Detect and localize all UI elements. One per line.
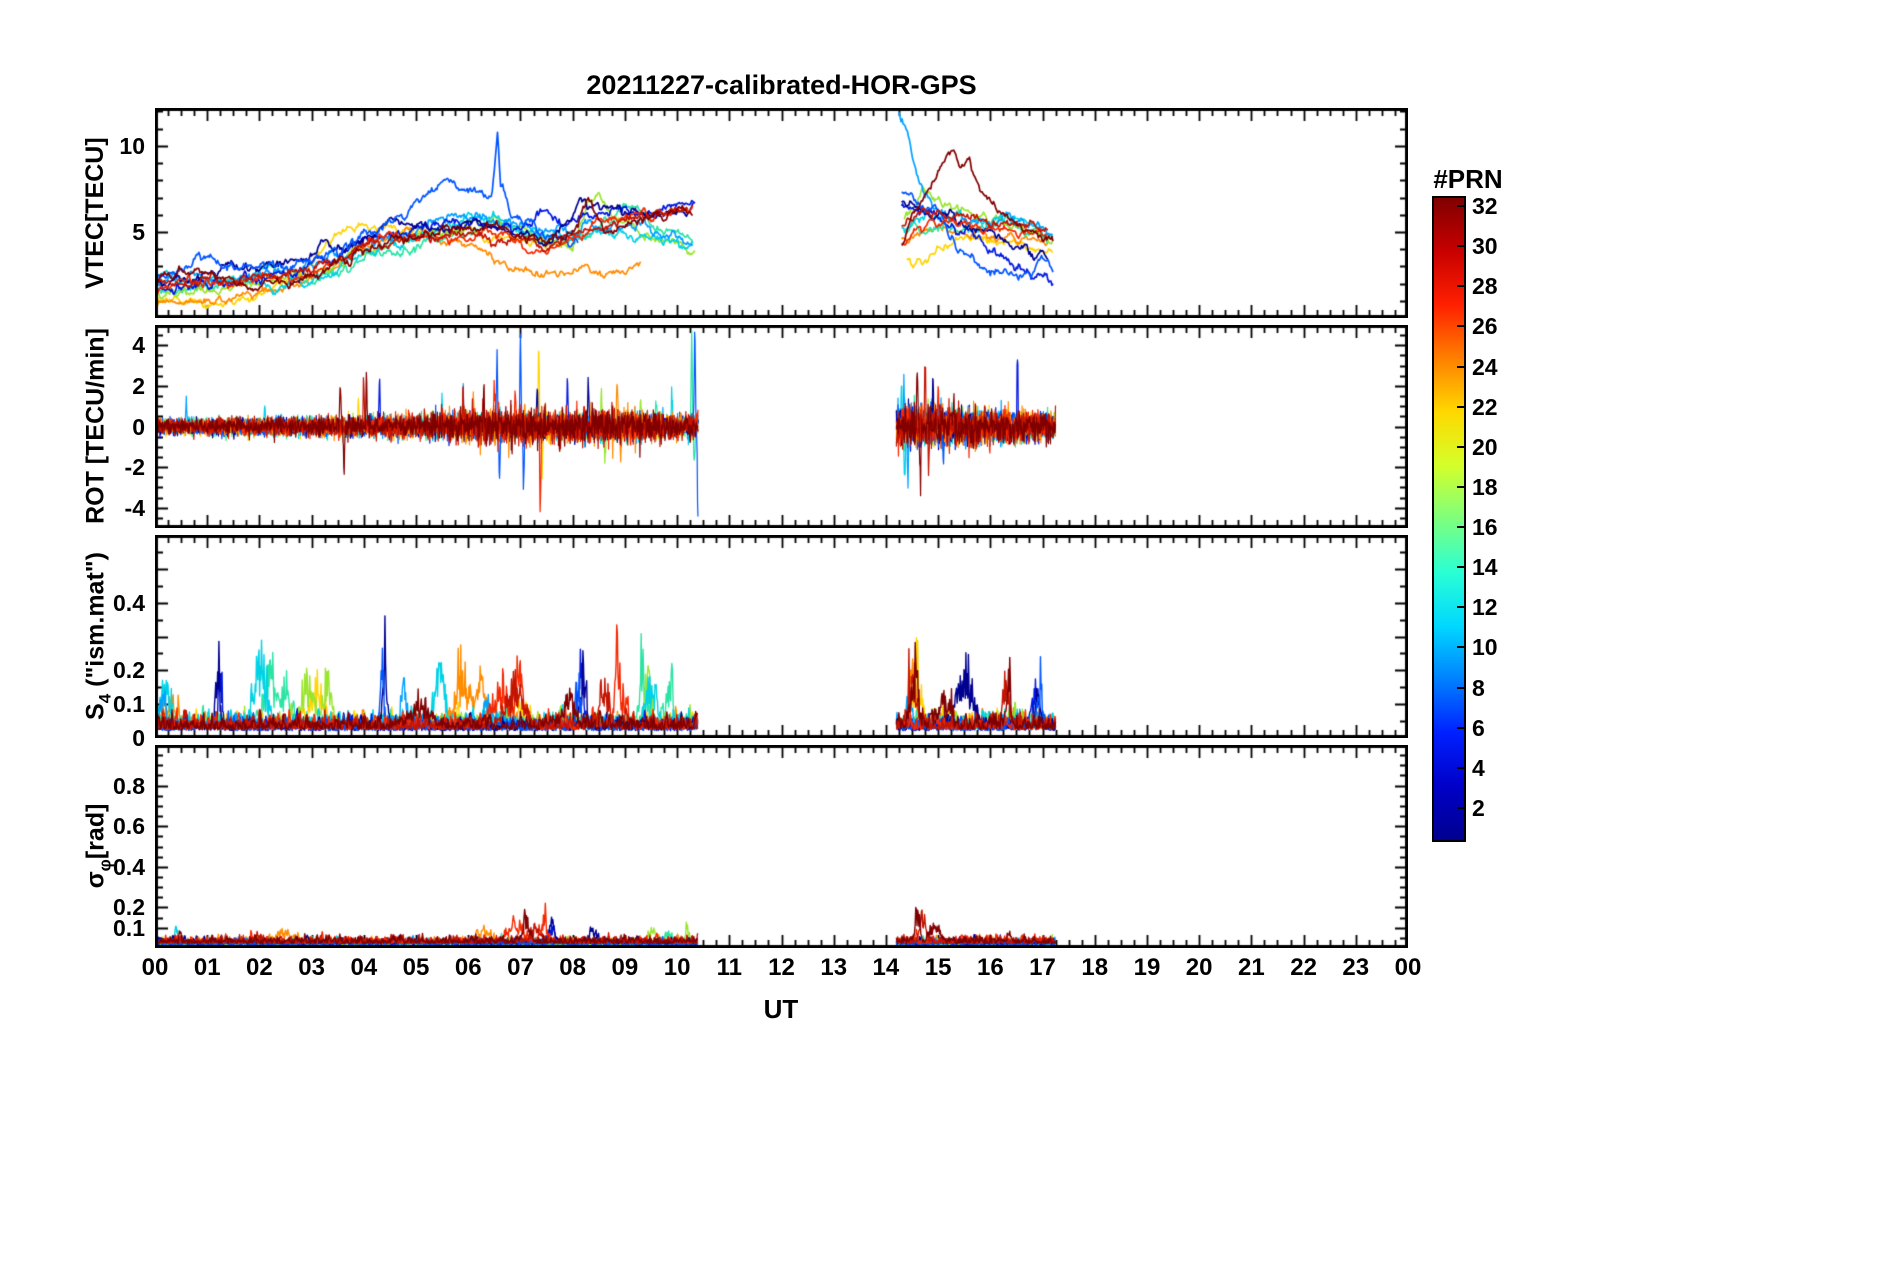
y-axis-label-vtec-text: VTEC[TECU] [81, 137, 109, 289]
rot-panel-canvas [155, 325, 1408, 528]
colorbar-tick [1457, 606, 1464, 609]
y-tick-label-rot: 0 [132, 413, 145, 440]
colorbar-tick [1457, 485, 1464, 488]
colorbar-tick-label: 2 [1472, 794, 1485, 821]
colorbar-tick [1457, 686, 1464, 689]
y-tick-label-vtec: 10 [119, 132, 145, 159]
x-tick-label: 21 [1238, 954, 1265, 981]
colorbar-tick [1457, 566, 1464, 569]
colorbar-tick-label: 12 [1472, 594, 1498, 621]
x-tick-label: 11 [716, 954, 742, 981]
x-tick-label: 23 [1342, 954, 1370, 981]
y-tick-label-s4: 0.1 [113, 691, 145, 718]
colorbar-tick [1457, 526, 1464, 529]
x-tick-label: 20 [1185, 954, 1213, 981]
colorbar-tick [1457, 445, 1464, 448]
colorbar-tick [1457, 245, 1464, 248]
colorbar-tick-label: 22 [1472, 393, 1498, 420]
y-tick-label-s4: 0.4 [113, 589, 145, 616]
y-tick-label-s4: 0.2 [113, 657, 145, 684]
colorbar-tick [1457, 325, 1464, 328]
x-tick-label: 14 [872, 954, 900, 981]
s4-panel-canvas [155, 535, 1408, 738]
x-tick-label: 16 [976, 954, 1004, 981]
colorbar-tick [1457, 806, 1464, 809]
colorbar-tick-label: 30 [1472, 233, 1498, 260]
x-tick-label: 04 [350, 954, 378, 981]
x-tick-label: 13 [820, 954, 848, 981]
colorbar-tick [1457, 205, 1464, 208]
colorbar-tick [1457, 405, 1464, 408]
y-tick-label-sigma: 0.6 [113, 813, 145, 840]
colorbar-tick-label: 26 [1472, 313, 1498, 340]
colorbar-title: #PRN [1433, 164, 1503, 194]
colorbar-tick-label: 10 [1472, 634, 1498, 661]
colorbar-tick [1457, 726, 1464, 729]
x-tick-label: 10 [663, 954, 691, 981]
chart-title: 20211227-calibrated-HOR-GPS [586, 70, 977, 100]
x-tick-label: 01 [193, 954, 221, 981]
y-tick-label-s4: 0 [132, 725, 145, 751]
x-tick-label: 22 [1290, 954, 1317, 981]
colorbar-tick-label: 4 [1472, 754, 1485, 781]
x-axis-label: UT [763, 994, 799, 1024]
y-tick-label-vtec: 5 [132, 218, 145, 245]
x-tick-label: 09 [611, 954, 639, 981]
colorbar-tick [1457, 365, 1464, 368]
x-tick-label: 00 [1394, 954, 1422, 981]
x-tick-label: 00 [141, 954, 169, 981]
colorbar-tick-label: 6 [1472, 714, 1485, 741]
x-tick-label: 08 [559, 954, 586, 981]
y-tick-label-sigma: 0.1 [113, 914, 145, 941]
colorbar-tick-label: 24 [1472, 353, 1498, 380]
colorbar-tick-label: 28 [1472, 273, 1498, 300]
y-tick-label-rot: 2 [132, 372, 145, 399]
x-tick-label: 18 [1081, 954, 1109, 981]
colorbar-tick-label: 20 [1472, 433, 1498, 460]
vtec-panel-canvas [155, 108, 1408, 318]
colorbar-tick-label: 32 [1472, 193, 1498, 220]
y-tick-label-sigma: 0.2 [113, 894, 145, 921]
y-tick-label-sigma: 0.8 [113, 772, 145, 799]
colorbar-tick-label: 8 [1472, 674, 1485, 701]
x-tick-label: 07 [507, 954, 534, 981]
x-tick-label: 06 [454, 954, 482, 981]
y-tick-label-rot: -2 [124, 454, 145, 481]
y-tick-label-rot: -4 [124, 494, 145, 521]
y-tick-label-sigma: 0.4 [113, 853, 145, 880]
prn-colorbar [1432, 196, 1466, 842]
x-tick-label: 02 [246, 954, 273, 981]
x-tick-label: 12 [768, 954, 795, 981]
colorbar-tick [1457, 646, 1464, 649]
colorbar-tick [1457, 766, 1464, 769]
x-tick-label: 03 [298, 954, 325, 981]
y-tick-label-rot: 4 [132, 332, 145, 359]
colorbar-tick-label: 14 [1472, 554, 1498, 581]
colorbar-tick [1457, 285, 1464, 288]
sigma-panel-canvas [155, 745, 1408, 948]
x-tick-label: 15 [924, 954, 952, 981]
colorbar-tick-label: 16 [1472, 514, 1498, 541]
x-tick-label: 05 [402, 954, 430, 981]
colorbar-tick-label: 18 [1472, 473, 1498, 500]
x-tick-label: 19 [1133, 954, 1161, 981]
x-tick-label: 17 [1029, 954, 1056, 981]
